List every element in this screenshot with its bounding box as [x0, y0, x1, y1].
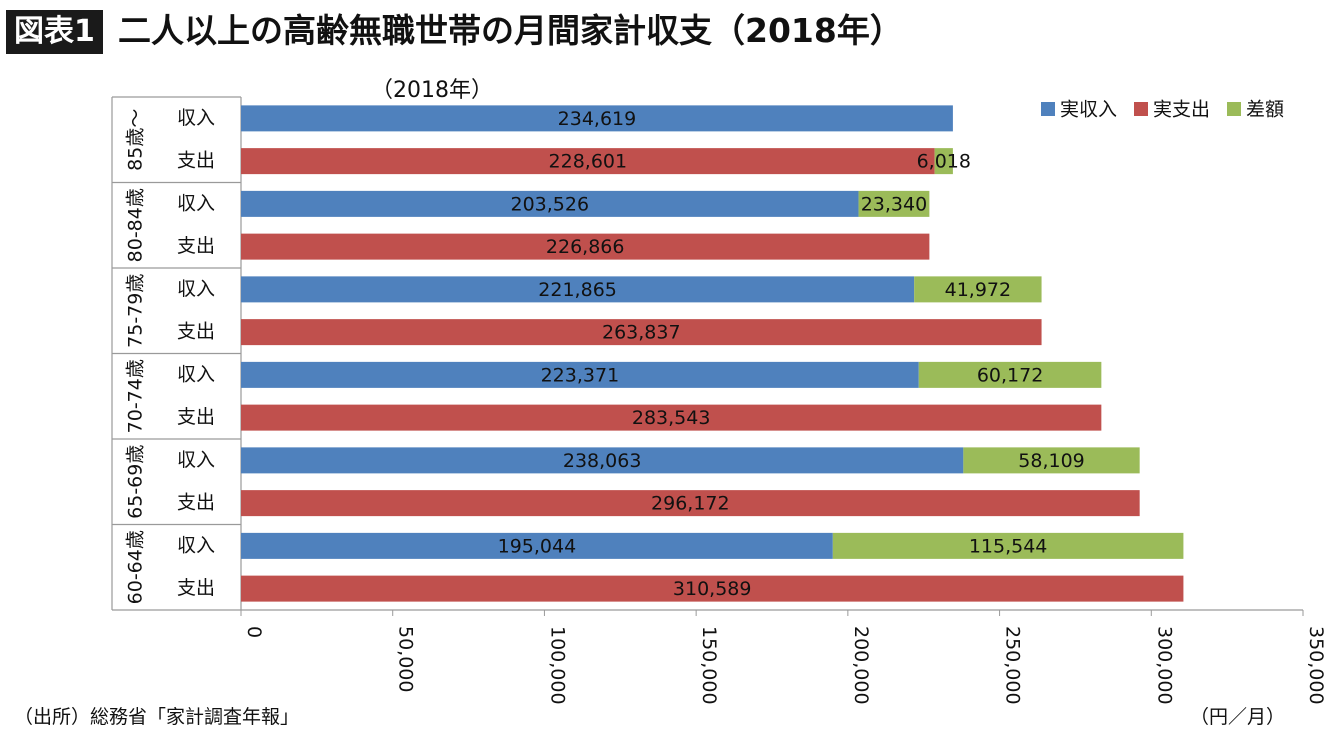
bar-expense: [241, 319, 1042, 346]
legend-swatch: [1134, 102, 1148, 116]
data-label: 234,619: [558, 108, 637, 130]
figure-badge: 図表1: [6, 10, 103, 54]
data-label: 223,371: [541, 364, 620, 386]
row-label: 支出: [177, 150, 215, 172]
row-label: 収入: [177, 449, 215, 471]
legend-label: 実収入: [1060, 99, 1117, 121]
x-tick-label: 200,000: [850, 626, 872, 705]
data-label: 221,865: [538, 279, 617, 301]
x-tick-label: 300,000: [1153, 626, 1175, 705]
chart-subtitle: （2018年）: [371, 78, 493, 103]
x-tick-label: 350,000: [1305, 626, 1327, 705]
x-tick-label: 50,000: [395, 626, 417, 692]
row-label: 支出: [177, 406, 215, 428]
data-label: 6,018: [917, 151, 971, 173]
bar-diff: [914, 276, 1042, 303]
bar-expense: [241, 404, 1102, 431]
row-label: 収入: [177, 363, 215, 385]
age-group-label: 70-74歳: [125, 359, 147, 433]
bar-income: [241, 190, 859, 217]
data-label: 60,172: [977, 364, 1043, 386]
row-label: 支出: [177, 235, 215, 257]
legend-label: 実支出: [1153, 99, 1210, 121]
page-title: 二人以上の高齢無職世帯の月間家計収支（2018年）: [118, 11, 903, 50]
row-label: 支出: [177, 492, 215, 514]
data-label: 283,543: [632, 407, 711, 429]
bar-diff: [858, 190, 930, 217]
bar-diff: [832, 532, 1184, 559]
data-label: 195,044: [498, 535, 577, 557]
age-group-label: 85歳～: [125, 109, 147, 171]
bar-expense: [241, 490, 1140, 517]
bar-income: [241, 447, 964, 474]
data-label: 115,544: [969, 535, 1048, 557]
x-tick-label: 0: [243, 626, 265, 638]
age-group-label: 75-79歳: [125, 274, 147, 348]
data-label: 263,837: [602, 322, 681, 344]
row-label: 収入: [177, 534, 215, 556]
bar-expense: [241, 575, 1184, 602]
age-group-label: 65-69歳: [125, 445, 147, 519]
data-label: 41,972: [945, 279, 1011, 301]
x-tick-label: 250,000: [1002, 626, 1024, 705]
bar-income: [241, 276, 915, 303]
row-label: 収入: [177, 278, 215, 300]
legend-label: 差額: [1246, 99, 1284, 121]
x-tick-label: 150,000: [698, 626, 720, 705]
bar-income: [241, 105, 953, 132]
source-note: （出所）総務省「家計調査年報」: [14, 706, 300, 728]
row-label: 支出: [177, 577, 215, 599]
bar-diff: [918, 361, 1102, 388]
data-label: 238,063: [563, 450, 642, 472]
bar-diff: [934, 148, 953, 175]
legend-swatch: [1041, 102, 1055, 116]
bar-income: [241, 532, 833, 559]
row-label: 収入: [177, 107, 215, 129]
unit-label: （円／月）: [1190, 706, 1286, 728]
age-group-label: 60-64歳: [125, 530, 147, 604]
data-label: 23,340: [861, 193, 927, 215]
data-label: 296,172: [651, 493, 730, 515]
age-group-label: 80-84歳: [125, 188, 147, 262]
data-label: 228,601: [549, 151, 628, 173]
bar-income: [241, 361, 919, 388]
bar-expense: [241, 148, 935, 175]
data-label: 226,866: [546, 236, 625, 258]
data-label: 203,526: [510, 193, 589, 215]
data-label: 310,589: [673, 578, 752, 600]
row-label: 支出: [177, 321, 215, 343]
legend-swatch: [1227, 102, 1241, 116]
bar-diff: [963, 447, 1140, 474]
row-label: 収入: [177, 192, 215, 214]
x-tick-label: 100,000: [546, 626, 568, 705]
bar-expense: [241, 233, 930, 260]
data-label: 58,109: [1018, 450, 1084, 472]
